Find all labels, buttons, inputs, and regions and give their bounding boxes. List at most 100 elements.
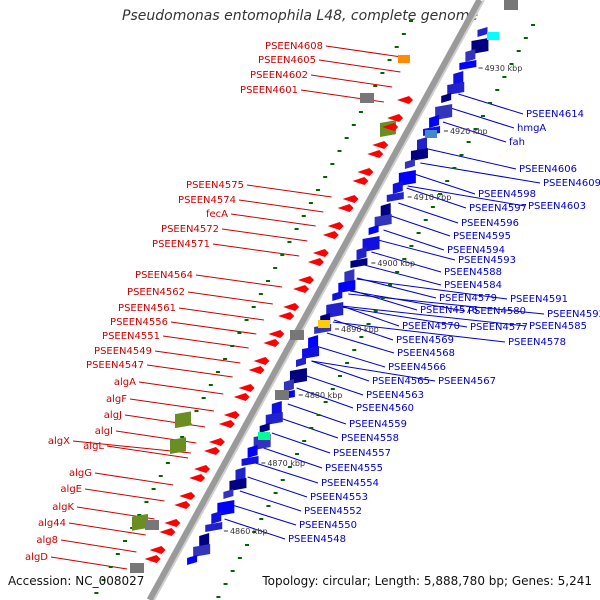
tick-label: 4910 kbp [414,193,452,202]
gene-label-right: PSEEN4578 [508,337,566,348]
label-connector [332,321,506,343]
track-dot [402,258,407,260]
gene-label-left: PSEEN4562 [127,287,185,298]
track-dot [237,557,242,559]
reverse-gene [289,368,307,384]
gene-label-right: PSEEN4563 [366,390,424,401]
track-dot [287,241,292,243]
forward-gene [312,249,329,257]
gene-label-right: PSEEN4565 [372,376,430,387]
label-connector [303,374,364,396]
track-dot [323,401,328,403]
track-dot [351,124,356,126]
label-connector [356,278,508,300]
gene-label-left: algF [106,394,127,405]
track-dot [516,50,521,52]
reverse-gene [217,500,235,516]
track-dot [252,531,257,533]
label-connector [377,239,456,261]
label-connector [450,107,515,129]
track-dot [301,215,306,217]
label-connector [311,360,370,382]
track-dot [123,540,127,542]
reverse-gene [447,82,465,95]
gene-label-right: PSEEN4570 [402,321,460,332]
track-dot [223,358,228,360]
gene-label-right: PSEEN4558 [341,433,399,444]
reverse-gene [283,379,294,392]
label-connector [311,360,436,382]
label-connector [318,59,401,73]
label-connector [238,199,324,213]
label-connector [427,148,517,170]
label-connector [391,215,451,237]
label-connector [420,162,541,184]
gene-label-right: PSEEN4553 [310,492,368,503]
forward-gene [372,141,389,149]
label-connector [94,472,174,486]
gene-label-right: PSEEN4569 [396,335,454,346]
forward-gene [327,222,344,230]
track-dot [216,596,221,598]
label-connector [246,184,332,198]
olive-gene [175,411,191,429]
gene-label-left: alg44 [38,518,66,529]
forward-gene [233,393,250,401]
track-dot [380,72,385,74]
reverse-gene [332,291,343,301]
gene-label-right: PSEEN4597 [469,203,527,214]
track-dot [287,466,292,468]
label-connector [407,185,526,207]
track-dot [151,488,156,490]
scale-ticks: 4930 kbp 4920 kbp 4910 kbp 4900 kbp 4890 kbp… [223,64,522,536]
reverse-gene [247,445,258,458]
gene-label-right: PSEEN4596 [461,218,519,229]
track-dot [423,219,428,221]
forward-gene [238,384,255,392]
gene-label-left: PSEEN4551 [102,331,160,342]
gene-label-left: PSEEN4547 [86,360,144,371]
label-connector [232,504,297,526]
track-dot [108,566,113,568]
track-dot [452,167,457,169]
gene-label-right: PSEEN4585 [529,321,587,332]
track-dot [101,579,106,581]
reverse-gene [441,93,452,103]
label-connector [187,291,273,305]
olive-gene [170,437,186,455]
gene-label-left: PSEEN4574 [178,195,236,206]
gene-label-right: PSEEN4579 [439,293,497,304]
track-dot [394,46,399,48]
track-dot [280,479,285,481]
label-connector [364,264,442,286]
reverse-gene [338,280,356,293]
reverse-gene [259,423,270,433]
gene-label-left: PSEEN4605 [258,55,316,66]
label-connector [154,350,241,364]
track-dot [366,323,371,325]
label-connector [138,381,224,395]
gene-label-left: algG [69,468,92,479]
highlight-gene [487,32,499,40]
grey-gene [504,0,518,10]
track-dot [337,150,342,152]
track-dot [430,206,435,208]
track-dot [144,501,149,503]
track-dot [251,306,256,308]
track-dot [266,280,270,282]
grey-gene [145,520,159,530]
track-dot [330,163,335,165]
track-dot [308,202,313,204]
forward-gene [208,438,225,446]
track-dot [531,24,535,26]
track-dot [180,436,185,438]
track-dot [280,254,285,256]
reverse-gene [356,247,367,260]
forward-gene [203,447,220,455]
gene-label-right: PSEEN4567 [438,376,496,387]
track-dot [352,349,357,351]
label-connector [383,229,445,251]
genome-backbone [146,0,484,600]
forward-gene [149,546,166,554]
reverse-gene [404,159,415,169]
